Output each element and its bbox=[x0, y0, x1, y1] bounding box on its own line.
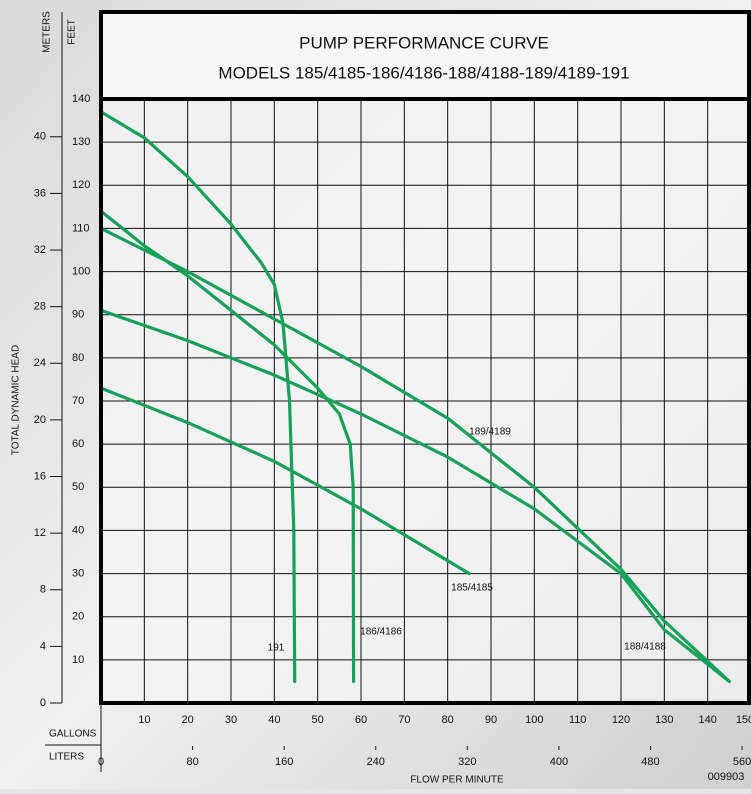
x-tick-label: 70 bbox=[398, 714, 410, 726]
x-tick-label: 30 bbox=[225, 714, 237, 726]
curve-label: 191 bbox=[268, 643, 285, 654]
y2-tick-label: 20 bbox=[34, 414, 46, 426]
x-tick-label: 80 bbox=[442, 714, 454, 726]
y2-tick-label: 0 bbox=[40, 697, 46, 709]
pump-curve bbox=[99, 308, 731, 683]
x-unit: GALLONS bbox=[49, 729, 97, 740]
x2-tick-label: 480 bbox=[641, 756, 659, 768]
y-tick-label: 70 bbox=[72, 395, 84, 407]
y2-tick-label: 28 bbox=[34, 301, 46, 313]
plot-frame bbox=[99, 97, 751, 705]
x-tick-label: 120 bbox=[612, 714, 630, 726]
x-tick-label: 110 bbox=[569, 714, 587, 726]
y2-tick-label: 24 bbox=[34, 357, 46, 369]
x-tick-label: 130 bbox=[655, 714, 673, 726]
curve-label: 186/4186 bbox=[360, 627, 402, 638]
x-tick-label: 60 bbox=[355, 714, 367, 726]
curve-label: 185/4185 bbox=[451, 583, 493, 594]
y-tick-label: 100 bbox=[72, 265, 90, 277]
figure-code: 009903 bbox=[708, 771, 745, 783]
title-box bbox=[99, 10, 751, 101]
curve-label: 188/4188 bbox=[624, 642, 666, 653]
y-tick-label: 30 bbox=[72, 567, 84, 579]
x2-tick-label: 400 bbox=[550, 756, 568, 768]
y2-tick-label: 36 bbox=[34, 187, 46, 199]
pump-curve bbox=[99, 386, 471, 576]
x2-tick-label: 160 bbox=[275, 756, 293, 768]
x2-tick-label: 0 bbox=[98, 756, 104, 768]
x-tick-label: 50 bbox=[312, 714, 324, 726]
y-tick-label: 20 bbox=[72, 611, 84, 623]
y-tick-label: 120 bbox=[72, 179, 90, 191]
y2-unit: METERS bbox=[42, 11, 53, 53]
pump-curve bbox=[99, 226, 731, 683]
y2-tick-label: 40 bbox=[34, 131, 46, 143]
pump-curve bbox=[99, 110, 297, 683]
y-tick-label: 10 bbox=[72, 654, 84, 666]
x2-tick-label: 240 bbox=[367, 756, 385, 768]
y-tick-label: 50 bbox=[72, 481, 84, 493]
y-tick-label: 90 bbox=[72, 309, 84, 321]
y-tick-label: 110 bbox=[72, 222, 90, 234]
x-tick-label: 140 bbox=[698, 714, 716, 726]
y2-tick-label: 32 bbox=[34, 244, 46, 256]
y2-tick-label: 12 bbox=[34, 527, 46, 539]
y-tick-label: 80 bbox=[72, 352, 84, 364]
y-tick-label: 140 bbox=[72, 93, 90, 105]
x2-tick-label: 320 bbox=[458, 756, 476, 768]
curve-label: 189/4189 bbox=[469, 427, 511, 438]
x-tick-label: 20 bbox=[182, 714, 194, 726]
y2-tick-label: 16 bbox=[34, 470, 46, 482]
x-tick-label: 90 bbox=[485, 714, 497, 726]
y-tick-label: 60 bbox=[72, 438, 84, 450]
y2-tick-label: 8 bbox=[40, 584, 46, 596]
x-tick-label: 150 bbox=[736, 714, 751, 726]
x2-unit: LITERS bbox=[49, 752, 84, 763]
chart-subtitle: MODELS 185/4185-186/4186-188/4188-189/41… bbox=[218, 63, 629, 82]
y-tick-label: 130 bbox=[72, 136, 90, 148]
chart-title: PUMP PERFORMANCE CURVE bbox=[299, 33, 549, 52]
x2-tick-label: 80 bbox=[186, 756, 198, 768]
y2-tick-label: 4 bbox=[40, 640, 46, 652]
x2-tick-label: 560 bbox=[733, 756, 751, 768]
x-tick-label: 10 bbox=[138, 714, 150, 726]
y-tick-label: 40 bbox=[72, 524, 84, 536]
x-tick-label: 40 bbox=[268, 714, 280, 726]
x-tick-label: 100 bbox=[525, 714, 543, 726]
y-unit: FEET bbox=[67, 19, 78, 45]
y-axis-title: TOTAL DYNAMIC HEAD bbox=[11, 345, 22, 455]
x-axis-title: FLOW PER MINUTE bbox=[410, 775, 504, 786]
